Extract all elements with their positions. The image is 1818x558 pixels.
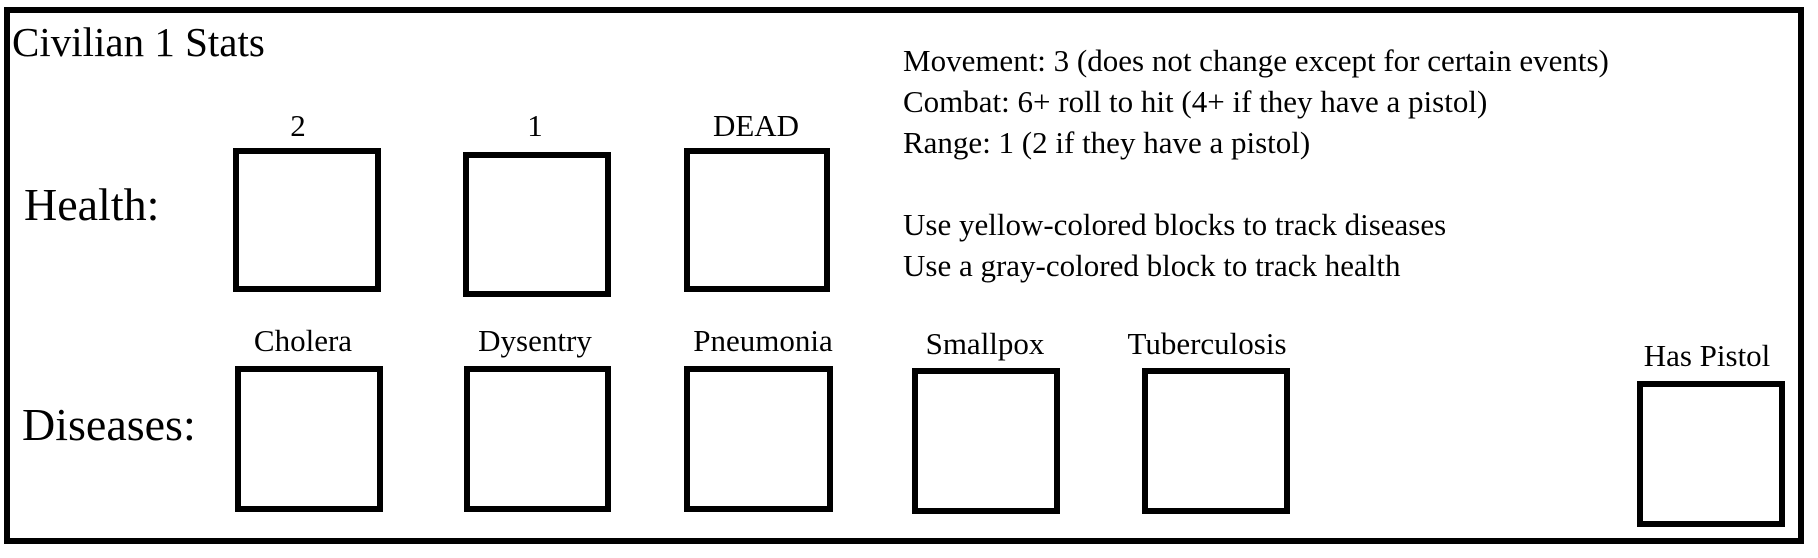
- card-title: Civilian 1 Stats: [12, 19, 265, 65]
- disease-box-cholera[interactable]: [235, 366, 383, 512]
- civilian-stat-card: [4, 7, 1804, 544]
- disease-box-tuberculosis[interactable]: [1142, 368, 1290, 514]
- movement-rule: Movement: 3 (does not change except for …: [903, 43, 1609, 78]
- disease-label-smallpox: Smallpox: [925, 326, 1045, 361]
- health-box-label-2: 2: [290, 108, 306, 143]
- diseases-label: Diseases:: [22, 399, 196, 450]
- disease-label-dysentry: Dysentry: [478, 323, 592, 358]
- has-pistol-label: Has Pistol: [1643, 338, 1771, 373]
- health-box-1[interactable]: [463, 152, 611, 297]
- health-box-dead[interactable]: [684, 148, 830, 292]
- disease-tracking-note: Use yellow-colored blocks to track disea…: [903, 207, 1447, 242]
- disease-box-pneumonia[interactable]: [684, 366, 833, 512]
- disease-label-cholera: Cholera: [253, 323, 353, 358]
- disease-box-smallpox[interactable]: [912, 368, 1060, 514]
- disease-label-tuberculosis: Tuberculosis: [1127, 326, 1287, 361]
- disease-label-pneumonia: Pneumonia: [693, 323, 833, 358]
- disease-box-dysentry[interactable]: [464, 366, 611, 512]
- rules-text: Movement: 3 (does not change except for …: [903, 40, 1609, 286]
- health-box-label-dead: DEAD: [712, 108, 800, 143]
- health-tracking-note: Use a gray-colored block to track health: [903, 248, 1401, 283]
- combat-rule: Combat: 6+ roll to hit (4+ if they have …: [903, 84, 1488, 119]
- has-pistol-box[interactable]: [1637, 381, 1785, 527]
- health-box-label-1: 1: [527, 108, 543, 143]
- health-label: Health:: [24, 179, 160, 230]
- rules-spacer: [903, 163, 1609, 204]
- range-rule: Range: 1 (2 if they have a pistol): [903, 125, 1311, 160]
- health-box-2[interactable]: [233, 148, 381, 292]
